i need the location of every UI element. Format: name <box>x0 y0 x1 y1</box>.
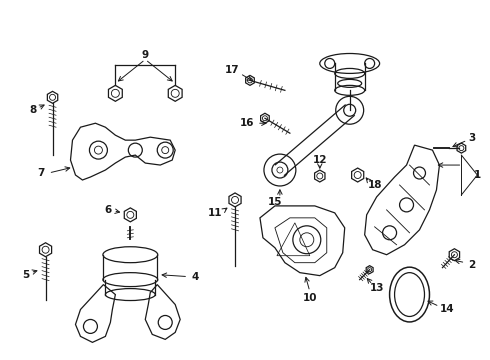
Text: 9: 9 <box>142 50 149 60</box>
Text: 5: 5 <box>22 270 29 280</box>
Text: 12: 12 <box>313 155 327 165</box>
Text: 7: 7 <box>37 168 44 178</box>
Text: 1: 1 <box>474 170 481 180</box>
Text: 4: 4 <box>192 272 199 282</box>
Text: 14: 14 <box>440 305 455 315</box>
Text: 10: 10 <box>302 293 317 302</box>
Text: 15: 15 <box>268 197 282 207</box>
Text: 16: 16 <box>240 118 254 128</box>
Text: 11: 11 <box>208 208 222 218</box>
Text: 13: 13 <box>369 283 384 293</box>
Text: 3: 3 <box>469 133 476 143</box>
Text: 8: 8 <box>29 105 36 115</box>
Text: 2: 2 <box>468 260 475 270</box>
Text: 18: 18 <box>368 180 382 190</box>
Text: 17: 17 <box>225 66 239 76</box>
Text: 6: 6 <box>105 205 112 215</box>
